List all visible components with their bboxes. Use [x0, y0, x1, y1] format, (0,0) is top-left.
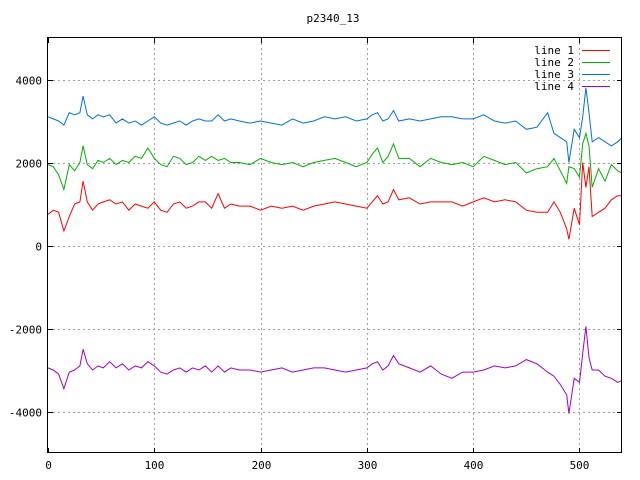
y-tick-label: 0	[35, 241, 42, 254]
legend-label: line 1	[534, 44, 574, 57]
series-line-2	[47, 131, 623, 192]
x-tick-label: 300	[358, 459, 378, 472]
y-tick-label: 4000	[16, 75, 43, 88]
legend-label: line 3	[534, 68, 574, 81]
y-tick-label: -2000	[9, 324, 42, 337]
x-tick-label: 400	[464, 459, 484, 472]
series-layer	[47, 87, 623, 414]
plot-frame	[47, 37, 622, 453]
x-tick-label: 100	[145, 459, 165, 472]
chart-title: p2340_13	[307, 12, 360, 25]
legend-label: line 2	[534, 56, 574, 69]
axis-ticks: 0 100 200 300 400 500 -4000 -2000 0 2000 4000	[9, 38, 622, 472]
series-line-3	[47, 87, 623, 163]
legend-label: line 4	[534, 80, 574, 93]
x-tick-label: 200	[252, 459, 272, 472]
y-tick-label: -4000	[9, 407, 42, 420]
x-tick-label: 0	[45, 459, 52, 472]
series-line-1	[47, 162, 622, 240]
y-tick-label: 2000	[16, 158, 43, 171]
x-tick-label: 500	[570, 459, 590, 472]
grid	[48, 38, 622, 453]
series-line-4	[47, 326, 623, 414]
